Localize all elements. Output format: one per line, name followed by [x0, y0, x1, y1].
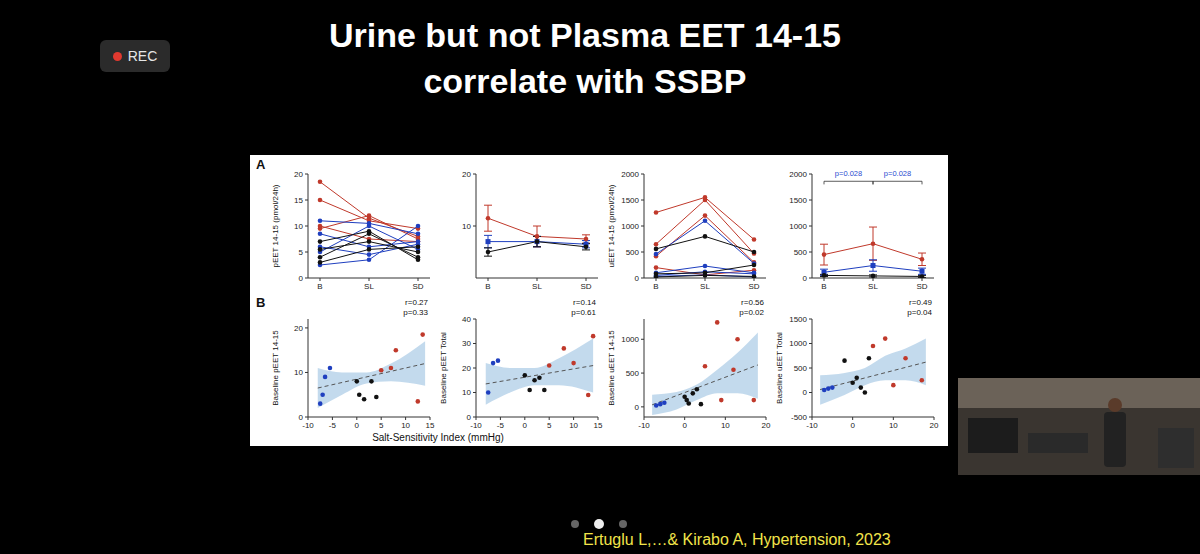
- svg-text:1500: 1500: [789, 315, 807, 324]
- html-text:A: A: [256, 157, 266, 172]
- html-text:r=0.14: r=0.14: [573, 298, 596, 307]
- svg-text:5: 5: [379, 421, 384, 430]
- svg-text:-10: -10: [806, 421, 818, 430]
- svg-text:500: 500: [794, 248, 808, 257]
- svg-text:500: 500: [626, 369, 640, 378]
- svg-text:SD: SD: [412, 282, 423, 291]
- svg-text:20: 20: [762, 421, 771, 430]
- html-text:r=0.49: r=0.49: [909, 298, 932, 307]
- svg-text:1000: 1000: [621, 335, 639, 344]
- svg-text:15: 15: [426, 421, 435, 430]
- svg-text:2000: 2000: [621, 170, 639, 179]
- html-text:Salt-Sensitivity Index (mmHg): Salt-Sensitivity Index (mmHg): [372, 432, 504, 443]
- svg-text:0: 0: [299, 274, 304, 283]
- svg-text:SD: SD: [580, 282, 591, 291]
- svg-text:Baseline uEET Total: Baseline uEET Total: [775, 332, 784, 404]
- html-text:correlate with SSBP: correlate with SSBP: [423, 62, 747, 100]
- svg-text:0: 0: [803, 388, 808, 397]
- svg-text:20: 20: [462, 170, 471, 179]
- svg-text:Baseline pEET 14-15: Baseline pEET 14-15: [271, 330, 280, 406]
- svg-text:p=0.028: p=0.028: [884, 169, 911, 178]
- html-text:p=0.04: p=0.04: [907, 308, 932, 317]
- svg-text:1000: 1000: [789, 222, 807, 231]
- svg-text:pEET 14-15 (pmol/24h): pEET 14-15 (pmol/24h): [271, 184, 280, 267]
- svg-text:20: 20: [294, 324, 303, 333]
- svg-text:10: 10: [462, 222, 471, 231]
- svg-text:0: 0: [523, 421, 528, 430]
- html-text:r=0.56: r=0.56: [741, 298, 764, 307]
- svg-text:10: 10: [401, 421, 410, 430]
- svg-text:Baseline pEET Total: Baseline pEET Total: [439, 332, 448, 404]
- svg-text:1500: 1500: [789, 196, 807, 205]
- svg-text:500: 500: [794, 364, 808, 373]
- svg-text:B: B: [317, 282, 322, 291]
- svg-text:10: 10: [569, 421, 578, 430]
- svg-text:B: B: [821, 282, 826, 291]
- svg-text:20: 20: [462, 364, 471, 373]
- html-text:B: B: [256, 295, 266, 310]
- svg-text:10: 10: [294, 222, 303, 231]
- svg-text:20: 20: [930, 421, 939, 430]
- svg-text:-10: -10: [302, 421, 314, 430]
- svg-text:SD: SD: [916, 282, 927, 291]
- svg-text:0: 0: [635, 274, 640, 283]
- svg-text:-10: -10: [638, 421, 650, 430]
- html-text:Ertuglu L,…& Kirabo A, Hyperte: Ertuglu L,…& Kirabo A, Hypertension, 202…: [583, 531, 891, 548]
- svg-text:B: B: [653, 282, 658, 291]
- svg-text:SL: SL: [532, 282, 542, 291]
- svg-text:5: 5: [547, 421, 552, 430]
- svg-text:5: 5: [299, 248, 304, 257]
- svg-text:1000: 1000: [621, 222, 639, 231]
- svg-text:0: 0: [803, 274, 808, 283]
- html-text:Urine but not Plasma EET 14-15: Urine but not Plasma EET 14-15: [329, 16, 841, 54]
- html-text:p=0.33: p=0.33: [403, 308, 428, 317]
- svg-text:500: 500: [626, 248, 640, 257]
- svg-text:SL: SL: [700, 282, 710, 291]
- svg-text:1000: 1000: [789, 339, 807, 348]
- svg-text:0: 0: [682, 421, 687, 430]
- html-text:p=0.61: p=0.61: [571, 308, 596, 317]
- svg-text:10: 10: [294, 368, 303, 377]
- svg-text:-10: -10: [470, 421, 482, 430]
- svg-text:0: 0: [299, 413, 304, 422]
- svg-text:10: 10: [721, 421, 730, 430]
- svg-text:0: 0: [355, 421, 360, 430]
- svg-text:SL: SL: [364, 282, 374, 291]
- html-text:r=0.27: r=0.27: [405, 298, 428, 307]
- svg-text:10: 10: [889, 421, 898, 430]
- svg-text:p=0.028: p=0.028: [835, 169, 862, 178]
- svg-text:2000: 2000: [789, 170, 807, 179]
- svg-text:Baseline uEET 14-15: Baseline uEET 14-15: [607, 330, 616, 406]
- svg-text:0: 0: [635, 403, 640, 412]
- html-text:REC: REC: [127, 48, 158, 64]
- svg-text:-5: -5: [497, 421, 505, 430]
- svg-text:0: 0: [850, 421, 855, 430]
- svg-text:-5: -5: [329, 421, 337, 430]
- svg-text:15: 15: [594, 421, 603, 430]
- svg-text:15: 15: [294, 196, 303, 205]
- svg-text:SL: SL: [868, 282, 878, 291]
- svg-text:1500: 1500: [621, 196, 639, 205]
- svg-text:40: 40: [462, 315, 471, 324]
- svg-text:uEET 14-15 (pmol/24h): uEET 14-15 (pmol/24h): [607, 184, 616, 267]
- svg-text:20: 20: [294, 170, 303, 179]
- svg-text:0: 0: [467, 413, 472, 422]
- svg-text:10: 10: [462, 388, 471, 397]
- svg-text:B: B: [485, 282, 490, 291]
- svg-text:SD: SD: [748, 282, 759, 291]
- svg-text:30: 30: [462, 339, 471, 348]
- html-text:p=0.02: p=0.02: [739, 308, 764, 317]
- svg-text:-500: -500: [791, 413, 808, 422]
